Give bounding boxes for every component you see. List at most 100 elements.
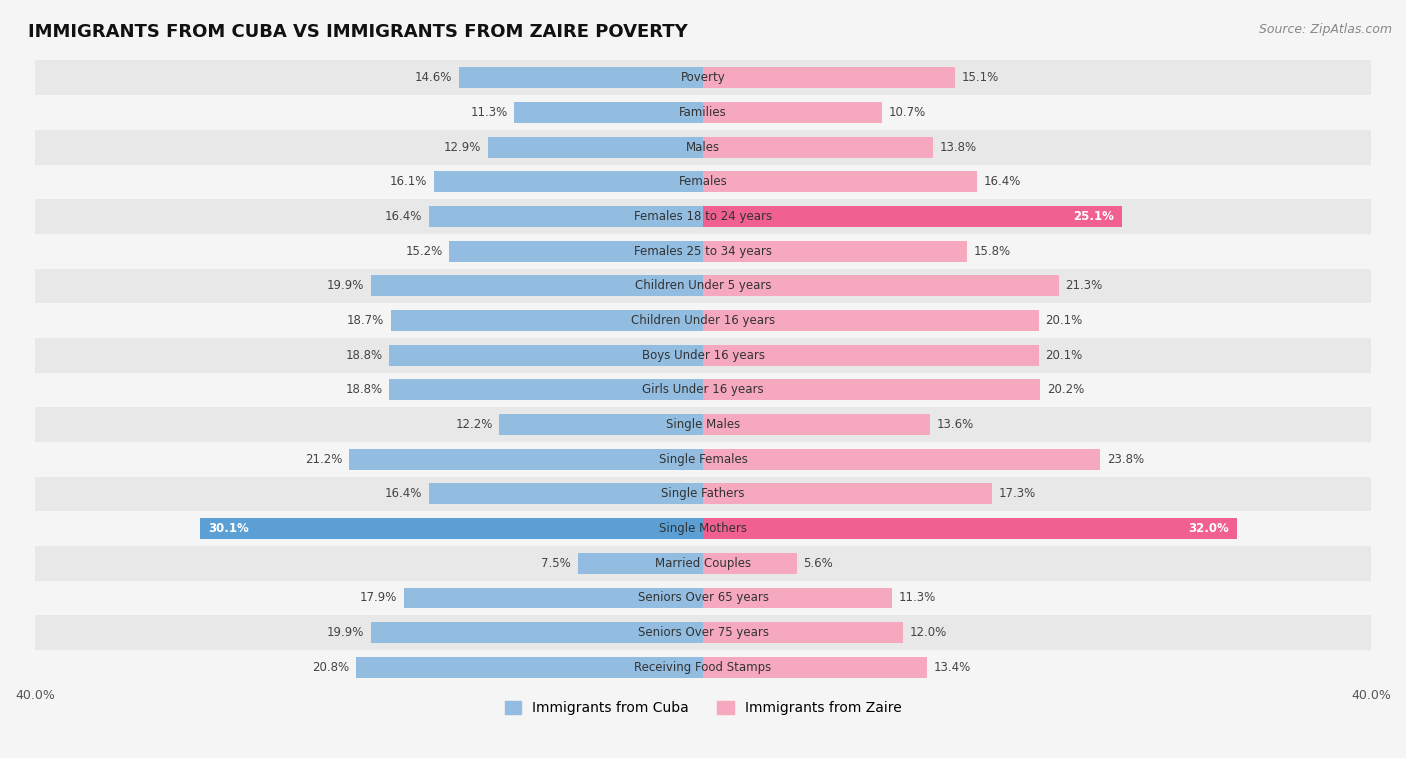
Bar <box>200 518 703 539</box>
Bar <box>703 518 1237 539</box>
Bar <box>515 102 703 123</box>
Text: 20.1%: 20.1% <box>1046 349 1083 362</box>
Bar <box>703 206 1122 227</box>
Text: 5.6%: 5.6% <box>803 556 832 570</box>
Text: 21.2%: 21.2% <box>305 453 342 465</box>
Text: 15.1%: 15.1% <box>962 71 1000 84</box>
Text: 16.4%: 16.4% <box>385 487 422 500</box>
Bar <box>703 553 797 574</box>
Bar <box>488 136 703 158</box>
Text: 18.7%: 18.7% <box>347 314 384 327</box>
Bar <box>499 414 703 435</box>
Bar <box>703 241 967 262</box>
Text: 20.1%: 20.1% <box>1046 314 1083 327</box>
Bar <box>35 581 1371 615</box>
Bar <box>35 61 1371 96</box>
Bar <box>35 546 1371 581</box>
Text: 30.1%: 30.1% <box>208 522 249 535</box>
Text: Single Mothers: Single Mothers <box>659 522 747 535</box>
Bar <box>35 130 1371 164</box>
Bar <box>371 275 703 296</box>
Text: Seniors Over 65 years: Seniors Over 65 years <box>637 591 769 604</box>
Text: 16.4%: 16.4% <box>984 175 1021 188</box>
Text: Females 18 to 24 years: Females 18 to 24 years <box>634 210 772 223</box>
Text: 19.9%: 19.9% <box>326 280 364 293</box>
Text: 12.0%: 12.0% <box>910 626 948 639</box>
Text: 13.8%: 13.8% <box>941 141 977 154</box>
Text: IMMIGRANTS FROM CUBA VS IMMIGRANTS FROM ZAIRE POVERTY: IMMIGRANTS FROM CUBA VS IMMIGRANTS FROM … <box>28 23 688 41</box>
Bar <box>35 407 1371 442</box>
Text: Seniors Over 75 years: Seniors Over 75 years <box>637 626 769 639</box>
Bar <box>35 511 1371 546</box>
Text: 16.4%: 16.4% <box>385 210 422 223</box>
Bar <box>460 67 703 88</box>
Text: Single Fathers: Single Fathers <box>661 487 745 500</box>
Bar <box>703 657 927 678</box>
Legend: Immigrants from Cuba, Immigrants from Zaire: Immigrants from Cuba, Immigrants from Za… <box>505 701 901 715</box>
Text: 25.1%: 25.1% <box>1073 210 1114 223</box>
Bar <box>35 303 1371 338</box>
Bar <box>35 442 1371 477</box>
Text: 17.3%: 17.3% <box>998 487 1036 500</box>
Bar <box>703 414 931 435</box>
Text: 21.3%: 21.3% <box>1066 280 1102 293</box>
Text: 20.8%: 20.8% <box>312 661 349 674</box>
Text: 19.9%: 19.9% <box>326 626 364 639</box>
Text: Receiving Food Stamps: Receiving Food Stamps <box>634 661 772 674</box>
Bar <box>703 587 891 609</box>
Bar <box>703 449 1101 470</box>
Text: Married Couples: Married Couples <box>655 556 751 570</box>
Text: Single Females: Single Females <box>658 453 748 465</box>
Text: Females 25 to 34 years: Females 25 to 34 years <box>634 245 772 258</box>
Bar <box>391 310 703 331</box>
Text: 23.8%: 23.8% <box>1107 453 1144 465</box>
Bar <box>429 484 703 504</box>
Text: 18.8%: 18.8% <box>346 384 382 396</box>
Bar <box>349 449 703 470</box>
Bar <box>389 345 703 365</box>
Bar <box>703 171 977 193</box>
Text: 32.0%: 32.0% <box>1188 522 1229 535</box>
Bar <box>35 164 1371 199</box>
Text: 14.6%: 14.6% <box>415 71 453 84</box>
Bar <box>429 206 703 227</box>
Bar <box>703 275 1059 296</box>
Text: 11.3%: 11.3% <box>898 591 935 604</box>
Bar <box>35 372 1371 407</box>
Text: Families: Families <box>679 106 727 119</box>
Bar <box>389 380 703 400</box>
Text: 15.8%: 15.8% <box>973 245 1011 258</box>
Bar <box>434 171 703 193</box>
Bar <box>703 484 993 504</box>
Text: 16.1%: 16.1% <box>389 175 427 188</box>
Text: Source: ZipAtlas.com: Source: ZipAtlas.com <box>1258 23 1392 36</box>
Text: 18.8%: 18.8% <box>346 349 382 362</box>
Bar <box>35 477 1371 511</box>
Text: 13.6%: 13.6% <box>936 418 974 431</box>
Bar <box>703 136 934 158</box>
Text: 15.2%: 15.2% <box>405 245 443 258</box>
Text: Girls Under 16 years: Girls Under 16 years <box>643 384 763 396</box>
Bar <box>404 587 703 609</box>
Text: 12.2%: 12.2% <box>456 418 492 431</box>
Bar <box>35 338 1371 372</box>
Bar <box>703 622 904 643</box>
Text: 11.3%: 11.3% <box>471 106 508 119</box>
Bar <box>703 67 955 88</box>
Bar <box>35 199 1371 234</box>
Bar <box>703 345 1039 365</box>
Bar <box>35 268 1371 303</box>
Bar <box>578 553 703 574</box>
Bar <box>449 241 703 262</box>
Text: 10.7%: 10.7% <box>889 106 925 119</box>
Text: Children Under 16 years: Children Under 16 years <box>631 314 775 327</box>
Text: Poverty: Poverty <box>681 71 725 84</box>
Text: 13.4%: 13.4% <box>934 661 970 674</box>
Text: Single Males: Single Males <box>666 418 740 431</box>
Text: Females: Females <box>679 175 727 188</box>
Bar <box>703 310 1039 331</box>
Text: 17.9%: 17.9% <box>360 591 398 604</box>
Bar <box>35 234 1371 268</box>
Bar <box>703 380 1040 400</box>
Bar <box>35 615 1371 650</box>
